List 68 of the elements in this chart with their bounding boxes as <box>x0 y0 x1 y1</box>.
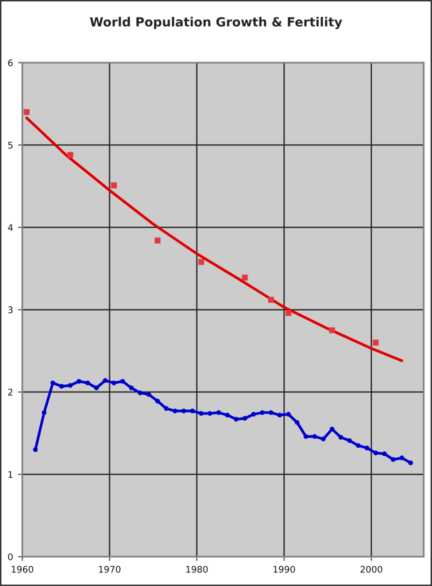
point <box>24 109 30 116</box>
point <box>373 450 378 456</box>
point <box>172 408 178 414</box>
point <box>372 340 379 346</box>
point <box>85 380 90 386</box>
point <box>112 380 116 386</box>
point <box>129 386 134 390</box>
point <box>67 152 74 158</box>
point <box>198 411 204 416</box>
point <box>216 410 221 415</box>
point <box>390 457 396 462</box>
point <box>364 446 370 450</box>
y-tick-label: 5 <box>8 142 12 149</box>
point <box>190 408 195 414</box>
point <box>286 412 291 417</box>
point <box>76 378 82 384</box>
point <box>304 434 308 439</box>
point <box>277 412 282 418</box>
point <box>268 296 274 303</box>
y-tick-label: 0 <box>8 553 13 560</box>
y-tick-label: 2 <box>8 388 12 396</box>
point <box>138 390 142 396</box>
point <box>320 436 326 442</box>
point <box>155 398 160 404</box>
point <box>50 380 56 386</box>
point <box>208 411 212 416</box>
point <box>286 310 292 316</box>
y-tick-label: 3 <box>8 306 13 314</box>
y-tick-label: 1 <box>8 471 12 478</box>
point <box>260 410 265 415</box>
point <box>102 378 108 383</box>
point <box>42 410 46 415</box>
line-series <box>25 116 404 362</box>
point <box>242 274 248 281</box>
point <box>181 408 186 414</box>
x-tick-label: 1960 <box>12 566 34 573</box>
point <box>146 392 152 397</box>
y-tick-label: 4 <box>8 224 13 231</box>
point <box>120 378 126 384</box>
x-tick-label: 1990 <box>274 566 295 573</box>
x-tick-label: 1980 <box>186 566 208 573</box>
point <box>33 447 38 452</box>
point <box>225 412 230 418</box>
point <box>234 416 238 422</box>
point <box>94 386 99 390</box>
point <box>382 451 387 456</box>
point <box>154 238 160 244</box>
point <box>268 410 274 415</box>
point <box>59 384 64 389</box>
point <box>329 327 336 334</box>
point <box>251 412 256 417</box>
chart-title: World Population Growth & Fertility <box>90 16 342 30</box>
point <box>330 426 334 432</box>
point <box>68 383 73 388</box>
point <box>338 434 344 440</box>
point <box>198 259 204 265</box>
point <box>164 406 169 411</box>
point <box>347 438 352 443</box>
point <box>408 460 413 466</box>
point <box>294 420 300 425</box>
x-tick-label: 1970 <box>99 566 120 573</box>
point <box>356 443 361 448</box>
x-tick-label: 2000 <box>360 566 382 573</box>
point <box>242 416 248 421</box>
point <box>110 182 117 188</box>
point <box>312 434 317 439</box>
point <box>400 456 404 460</box>
y-tick-label: 6 <box>8 59 13 66</box>
